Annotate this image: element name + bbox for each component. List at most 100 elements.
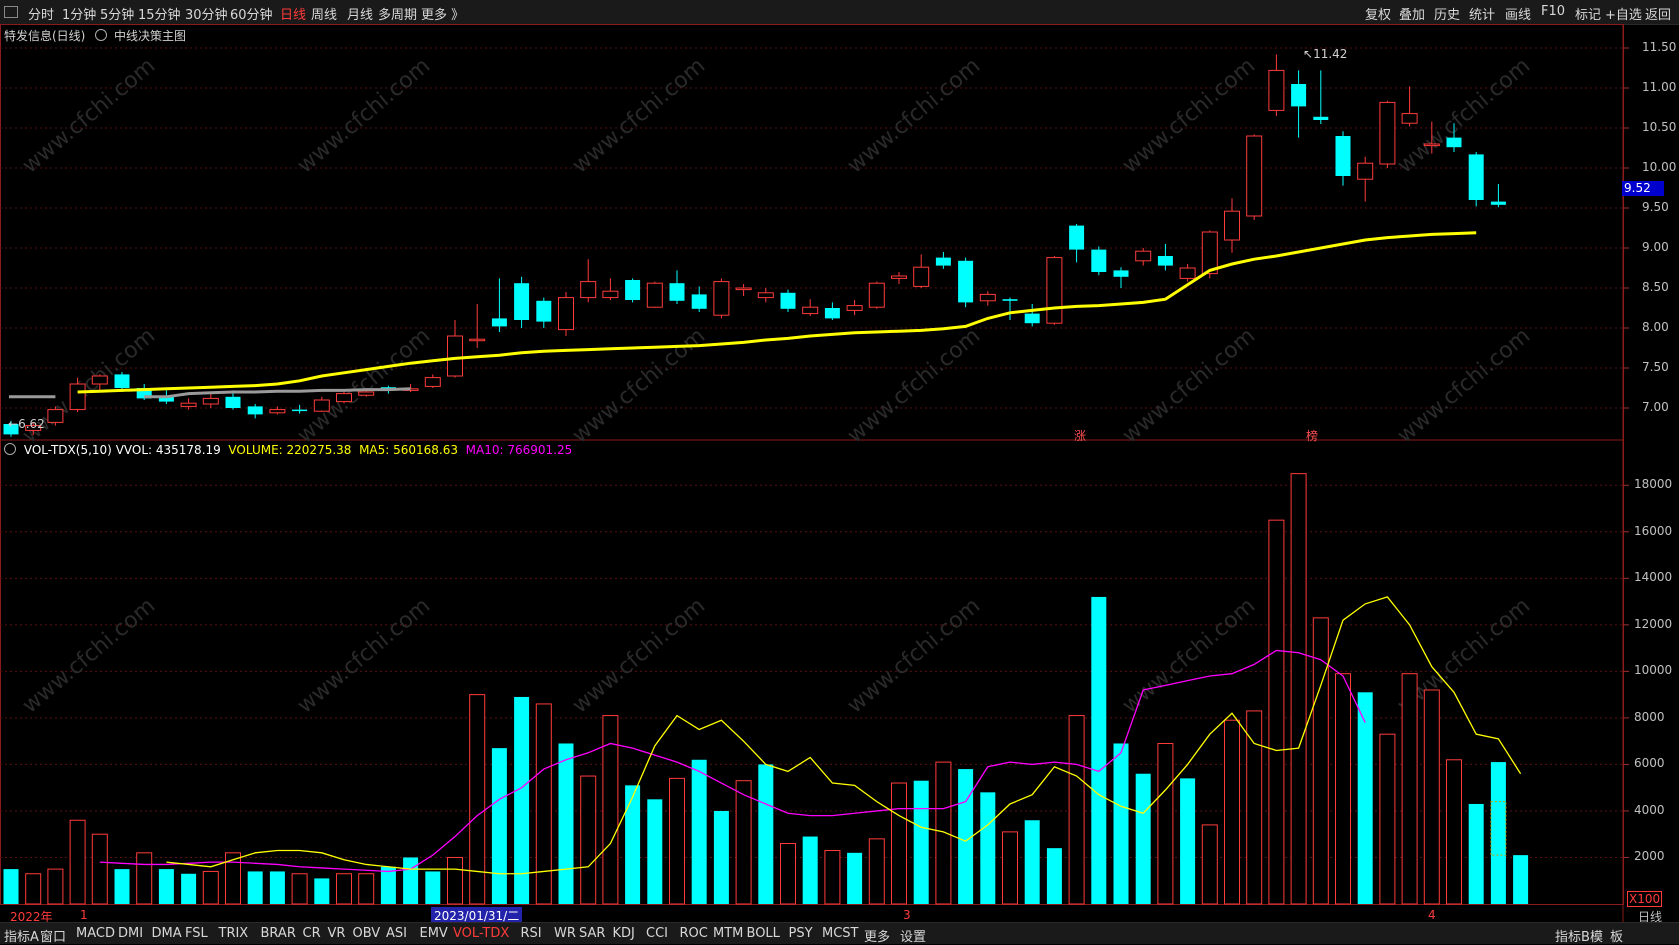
candle-body-26 (580, 281, 597, 299)
indicator-tab-9[interactable]: OBV (352, 926, 381, 941)
period-tab-5[interactable]: 60分钟 (230, 8, 273, 23)
candle-body-65 (1446, 137, 1462, 148)
indicator-tab-12[interactable]: VOL-TDX (453, 926, 510, 941)
marker-rank: 榜 (1306, 429, 1319, 443)
candle-body-23 (514, 283, 530, 320)
menu-icon[interactable] (4, 6, 18, 18)
indicator-tab-4[interactable]: FSL (185, 926, 208, 941)
indicator-tab-11[interactable]: EMV (419, 926, 448, 941)
indicator-tab-8[interactable]: VR (327, 926, 346, 941)
date-cursor-label: 2023/01/31/二 (431, 907, 523, 924)
period-tab-1[interactable]: 1分钟 (62, 8, 97, 23)
volume-bar-20 (447, 856, 463, 905)
indicator-tab-24[interactable]: 设置 (900, 930, 927, 945)
chart-area[interactable]: www.cfchi.com www.cfchi.com www.cfchi.com w… (0, 24, 1679, 922)
indicator-tab-2[interactable]: DMI (118, 926, 144, 941)
volume-tick-8: 2000 (1634, 849, 1665, 864)
period-tab-3[interactable]: 15分钟 (138, 8, 181, 23)
period-tab-0[interactable]: 分时 (28, 8, 55, 23)
tool-button-0[interactable]: 复权 (1365, 8, 1392, 23)
period-tab-10[interactable]: 更多 》 (421, 8, 465, 23)
volume-bar-10 (225, 852, 241, 905)
collapse-icon[interactable] (95, 29, 108, 41)
period-tab-4[interactable]: 30分钟 (185, 8, 228, 23)
indicator-tab-6[interactable]: BRAR (260, 926, 296, 941)
tool-button-1[interactable]: 叠加 (1399, 8, 1426, 23)
indicator-tab-1[interactable]: MACD (76, 926, 115, 941)
indicator-title[interactable]: 中线决策主图 (114, 29, 187, 43)
volume-bar-38 (847, 852, 863, 904)
low-price-label: ←6.62 (8, 417, 45, 431)
watermark-0-0: www.cfchi.com (18, 53, 160, 178)
candle-body-7 (158, 396, 174, 402)
volume-bar-42 (935, 761, 952, 905)
right-tab-1[interactable]: 模 (1590, 930, 1604, 945)
candle-body-45 (1002, 299, 1018, 301)
tool-button-8[interactable]: 返回 (1645, 8, 1672, 23)
indicator-tab-20[interactable]: BOLL (746, 926, 780, 941)
tool-button-4[interactable]: 画线 (1505, 8, 1532, 23)
volume-tick-7: 4000 (1634, 802, 1665, 817)
volume-bar-37 (824, 849, 841, 905)
period-tab-7[interactable]: 周线 (311, 8, 338, 23)
tool-button-6[interactable]: 标记 (1575, 8, 1602, 23)
ma-yellow-line (77, 231, 1477, 394)
candle-body-8 (180, 402, 197, 407)
volume-value: VOLUME: 220275.38 (228, 443, 352, 457)
candle-body-34 (757, 292, 774, 299)
indicator-tab-21[interactable]: PSY (788, 926, 813, 941)
watermark-1-1: www.cfchi.com (293, 323, 435, 448)
volume-tick-5: 8000 (1634, 709, 1665, 724)
indicator-tab-10[interactable]: ASI (386, 926, 407, 941)
period-tab-2[interactable]: 5分钟 (100, 8, 135, 23)
volume-bar-0 (3, 869, 19, 904)
candle-body-62 (1379, 101, 1396, 165)
period-tab-6[interactable]: 日线 (280, 8, 307, 23)
indicator-tab-16[interactable]: KDJ (612, 926, 635, 941)
volume-bar-24 (535, 703, 552, 905)
tool-button-3[interactable]: 统计 (1469, 8, 1496, 23)
right-tab-0[interactable]: 指标B (1555, 930, 1590, 945)
candle-body-43 (958, 260, 974, 303)
indicator-tab-15[interactable]: SAR (579, 926, 606, 941)
volume-bar-28 (625, 785, 641, 904)
period-tab-8[interactable]: 月线 (347, 8, 374, 23)
candle-body-32 (713, 281, 730, 316)
indicator-tab-7[interactable]: CR (302, 926, 321, 941)
indicator-tab-5[interactable]: TRIX (218, 926, 249, 941)
candle-body-59 (1313, 116, 1329, 120)
volume-info-bar: VOL-TDX(5,10) VVOL: 435178.19 VOLUME: 22… (4, 443, 572, 457)
indicator-a-button[interactable]: 指标A (4, 930, 39, 945)
indicator-tab-23[interactable]: 更多 (864, 930, 891, 945)
volume-bar-66 (1468, 803, 1484, 904)
candle-body-54 (1201, 231, 1218, 275)
tool-button-2[interactable]: 历史 (1434, 8, 1461, 23)
vol-indicator-name[interactable]: VOL-TDX(5,10) (23, 443, 112, 457)
tool-button-5[interactable]: F10 (1541, 4, 1566, 19)
indicator-tab-19[interactable]: MTM (713, 926, 744, 941)
volume-bar-9 (202, 870, 219, 905)
period-tab-9[interactable]: 多周期 (378, 8, 418, 23)
volume-bar-2 (47, 868, 64, 905)
indicator-tab-0[interactable]: 窗口 (40, 930, 67, 945)
candle-body-46 (1024, 313, 1040, 324)
indicator-tab-14[interactable]: WR (554, 926, 576, 941)
candle-body-58 (1291, 84, 1307, 107)
right-tab-2[interactable]: 板 (1610, 930, 1624, 945)
ma-gray-line (144, 387, 411, 399)
watermark-1-3: www.cfchi.com (843, 323, 985, 448)
candle-body-29 (646, 282, 663, 308)
tool-button-7[interactable]: +自选 (1605, 8, 1642, 23)
date-label-year: 2022年 (10, 910, 53, 924)
indicator-tab-22[interactable]: MCST (822, 926, 859, 941)
indicator-tab-3[interactable]: DMA (151, 926, 182, 941)
volume-bar-7 (158, 869, 174, 904)
candle-body-1 (25, 425, 42, 431)
vol-collapse-icon[interactable] (4, 443, 16, 455)
indicator-tab-18[interactable]: ROC (679, 926, 708, 941)
indicator-tab-17[interactable]: CCI (646, 926, 668, 941)
price-tick-9: 7.00 (1642, 400, 1669, 414)
price-tick-3: 10.00 (1642, 160, 1677, 174)
indicator-tab-13[interactable]: RSI (520, 926, 542, 941)
watermark-1-2: www.cfchi.com (568, 323, 710, 448)
